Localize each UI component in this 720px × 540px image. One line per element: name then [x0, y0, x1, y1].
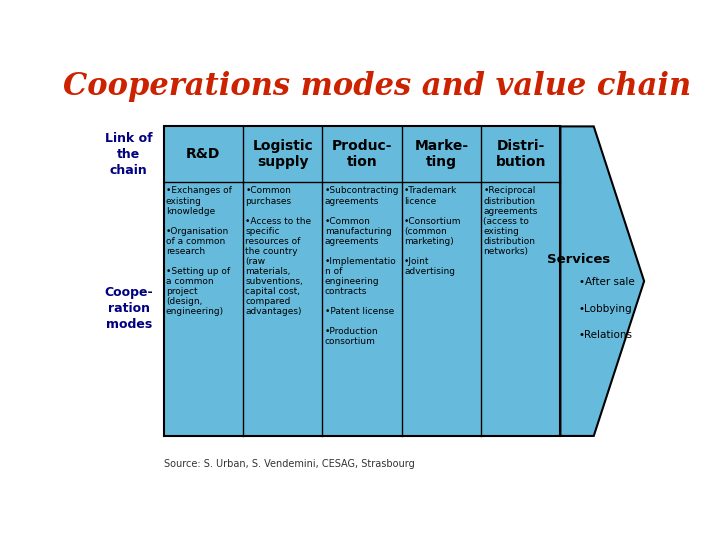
Text: •Exchanges of
existing
knowledge

•Organisation
of a common
research

•Setting u: •Exchanges of existing knowledge •Organi…: [166, 186, 232, 316]
Text: R&D: R&D: [186, 147, 220, 161]
Text: Source: S. Urban, S. Vendemini, CESAG, Strasbourg: Source: S. Urban, S. Vendemini, CESAG, S…: [163, 458, 415, 469]
Text: •Trademark
licence

•Consortium
(common
marketing)

•Joint
advertising: •Trademark licence •Consortium (common m…: [404, 186, 462, 276]
Text: Marke-
ting: Marke- ting: [414, 139, 469, 169]
Text: Logistic
supply: Logistic supply: [252, 139, 313, 169]
Text: •Reciprocal
distribution
agreements
(access to
existing
distribution
networks): •Reciprocal distribution agreements (acc…: [483, 186, 538, 256]
Bar: [163, 126, 560, 436]
Text: •Common
purchases

•Access to the
specific
resources of
the country
(raw
materia: •Common purchases •Access to the specifi…: [246, 186, 312, 316]
Text: Distri-
bution: Distri- bution: [495, 139, 546, 169]
Text: •After sale

•Lobbying

•Relations: •After sale •Lobbying •Relations: [579, 278, 634, 340]
Text: Coope-
ration
modes: Coope- ration modes: [104, 286, 153, 332]
Polygon shape: [560, 126, 644, 436]
Text: •Subcontracting
agreements

•Common
manufacturing
agreements

•Implementatio
n o: •Subcontracting agreements •Common manuf…: [325, 186, 399, 346]
Text: Link of
the
chain: Link of the chain: [105, 132, 153, 177]
Text: Cooperations modes and value chain: Cooperations modes and value chain: [63, 71, 690, 102]
Text: Produc-
tion: Produc- tion: [332, 139, 392, 169]
Text: Services: Services: [547, 253, 611, 266]
